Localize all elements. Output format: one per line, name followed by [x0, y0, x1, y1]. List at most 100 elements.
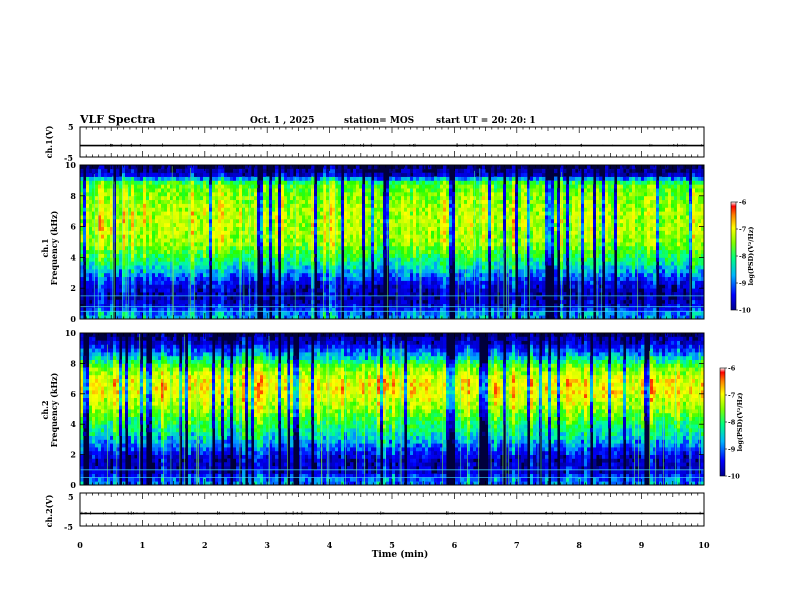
spectrogram-cell — [104, 284, 108, 289]
spectrogram-cell — [185, 299, 189, 304]
spectrogram-cell — [398, 280, 402, 285]
spectrogram-cell — [434, 188, 438, 193]
spectrogram-cell — [110, 188, 114, 193]
spectrogram-cell — [407, 276, 411, 281]
spectrogram-cell — [401, 261, 405, 266]
spectrogram-cell — [332, 257, 336, 262]
spectrogram-cell — [173, 180, 177, 185]
spectrogram-cell — [410, 315, 414, 319]
spectrogram-cell — [293, 184, 297, 189]
spectrogram-cell — [212, 222, 216, 227]
spectrogram-cell — [158, 307, 162, 312]
spectrogram-cell — [356, 288, 360, 293]
spectrogram-cell — [308, 311, 312, 316]
spectrogram-cell — [287, 222, 291, 227]
spectrogram-cell — [362, 226, 366, 231]
spectrogram-cell — [203, 280, 207, 285]
spectrogram-cell — [143, 199, 147, 204]
spectrogram-cell — [239, 292, 243, 297]
spectrogram-cell — [209, 253, 213, 258]
spectrogram-cell — [176, 199, 180, 204]
spectrogram-cell — [179, 238, 183, 243]
spectrogram-cell — [299, 230, 303, 235]
spectrogram-cell — [137, 257, 141, 262]
spectrogram-cell — [134, 315, 138, 319]
spectrogram-cell — [353, 184, 357, 189]
spectrogram-cell — [203, 230, 207, 235]
spectrogram-cell — [107, 195, 111, 201]
spectrogram-cell — [83, 195, 87, 201]
spectrogram-cell — [257, 211, 261, 216]
spectrogram-cell — [323, 184, 327, 189]
spectrogram-cell — [260, 191, 264, 197]
spectrogram-cell — [434, 268, 438, 274]
spectrogram-cell — [455, 295, 459, 301]
spectrogram-cell — [314, 257, 318, 262]
spectrogram-cell — [407, 249, 411, 254]
spectrogram-cell — [221, 238, 225, 243]
spectrogram-cell — [257, 188, 261, 193]
spectrogram-cell — [281, 191, 285, 197]
spectrogram-cell — [116, 280, 120, 285]
spectrogram-cell — [407, 207, 411, 212]
spectrogram-cell — [275, 284, 279, 289]
spectrogram-cell — [308, 245, 312, 251]
spectrogram-cell — [92, 276, 96, 281]
spectrogram-cell — [176, 188, 180, 193]
spectrogram-cell — [230, 272, 234, 278]
spectrogram-cell — [344, 180, 348, 185]
spectrogram-cell — [293, 218, 297, 224]
spectrogram-cell — [89, 265, 93, 270]
spectrogram-cell — [284, 299, 288, 304]
spectrogram-cell — [347, 176, 351, 181]
spectrogram-cell — [203, 288, 207, 293]
spectrogram-cell — [401, 257, 405, 262]
spectrogram-cell — [203, 234, 207, 239]
spectrogram-cell — [236, 234, 240, 239]
spectrogram-cell — [332, 218, 336, 224]
spectrogram-cell — [281, 222, 285, 227]
spectrogram-cell — [311, 191, 315, 197]
spectrogram-cell — [350, 207, 354, 212]
spectrogram-cell — [341, 222, 345, 227]
spectrogram-cell — [227, 295, 231, 301]
spectrogram-cell — [185, 280, 189, 285]
spectrogram-cell — [368, 218, 372, 224]
spectrogram-cell — [149, 165, 153, 170]
spectrogram-cell — [191, 168, 195, 174]
spectrogram-cell — [377, 188, 381, 193]
spectrogram-cell — [89, 207, 93, 212]
spectrogram-cell — [101, 276, 105, 281]
spectrogram-cell — [92, 261, 96, 266]
spectrogram-cell — [332, 222, 336, 227]
spectrogram-cell — [152, 226, 156, 231]
spectrogram-cell — [173, 226, 177, 231]
spectrogram-cell — [236, 222, 240, 227]
spectrogram-cell — [125, 315, 129, 319]
spectrogram-cell — [446, 242, 450, 247]
spectrogram-cell — [269, 257, 273, 262]
spectrogram-cell — [131, 195, 135, 201]
spectrogram-cell — [467, 203, 471, 208]
spectrogram-cell — [404, 284, 408, 289]
spectrogram-cell — [101, 230, 105, 235]
spectrogram-cell — [134, 253, 138, 258]
spectrogram-cell — [467, 268, 471, 274]
spectrogram-cell — [392, 234, 396, 239]
spectrogram-cell — [107, 276, 111, 281]
spectrogram-cell — [140, 284, 144, 289]
spectrogram-cell — [302, 249, 306, 254]
spectrogram-cell — [371, 180, 375, 185]
spectrogram-cell — [134, 261, 138, 266]
spectrogram-cell — [110, 238, 114, 243]
spectrogram-cell — [461, 180, 465, 185]
spectrogram-cell — [461, 315, 465, 319]
spectrogram-cell — [389, 265, 393, 270]
spectrogram-cell — [449, 218, 453, 224]
spectrogram-cell — [326, 276, 330, 281]
spectrogram-cell — [449, 184, 453, 189]
spectrogram-cell — [185, 295, 189, 301]
spectrogram-cell — [320, 230, 324, 235]
spectrogram-cell — [467, 265, 471, 270]
spectrogram-cell — [233, 276, 237, 281]
